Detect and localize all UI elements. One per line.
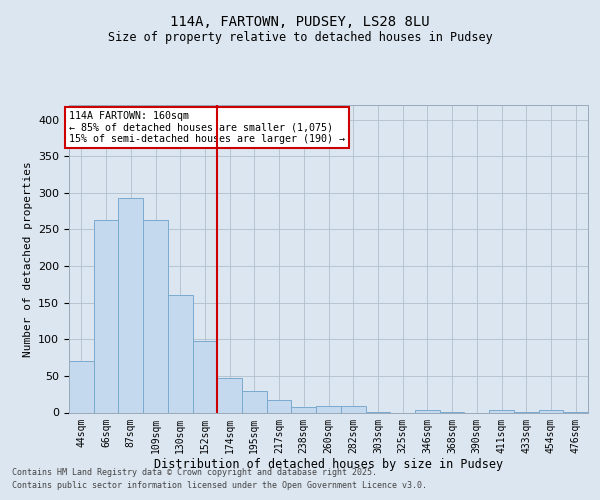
Text: Contains HM Land Registry data © Crown copyright and database right 2025.: Contains HM Land Registry data © Crown c… [12, 468, 377, 477]
Bar [292, 406, 316, 412]
Text: 114A, FARTOWN, PUDSEY, LS28 8LU: 114A, FARTOWN, PUDSEY, LS28 8LU [170, 16, 430, 30]
Bar [341, 406, 365, 412]
Text: 114A FARTOWN: 160sqm
← 85% of detached houses are smaller (1,075)
15% of semi-de: 114A FARTOWN: 160sqm ← 85% of detached h… [69, 111, 345, 144]
Bar [489, 410, 514, 412]
Text: Size of property relative to detached houses in Pudsey: Size of property relative to detached ho… [107, 31, 493, 44]
Bar [415, 410, 440, 412]
Bar [168, 296, 193, 412]
Text: Contains public sector information licensed under the Open Government Licence v3: Contains public sector information licen… [12, 480, 427, 490]
Bar [267, 400, 292, 412]
Y-axis label: Number of detached properties: Number of detached properties [23, 161, 32, 356]
Bar [193, 341, 217, 412]
Bar [217, 378, 242, 412]
Bar [316, 406, 341, 412]
Bar [69, 361, 94, 412]
Bar [242, 390, 267, 412]
Bar [539, 410, 563, 412]
Bar [94, 220, 118, 412]
Bar [118, 198, 143, 412]
Bar [143, 220, 168, 412]
X-axis label: Distribution of detached houses by size in Pudsey: Distribution of detached houses by size … [154, 458, 503, 471]
